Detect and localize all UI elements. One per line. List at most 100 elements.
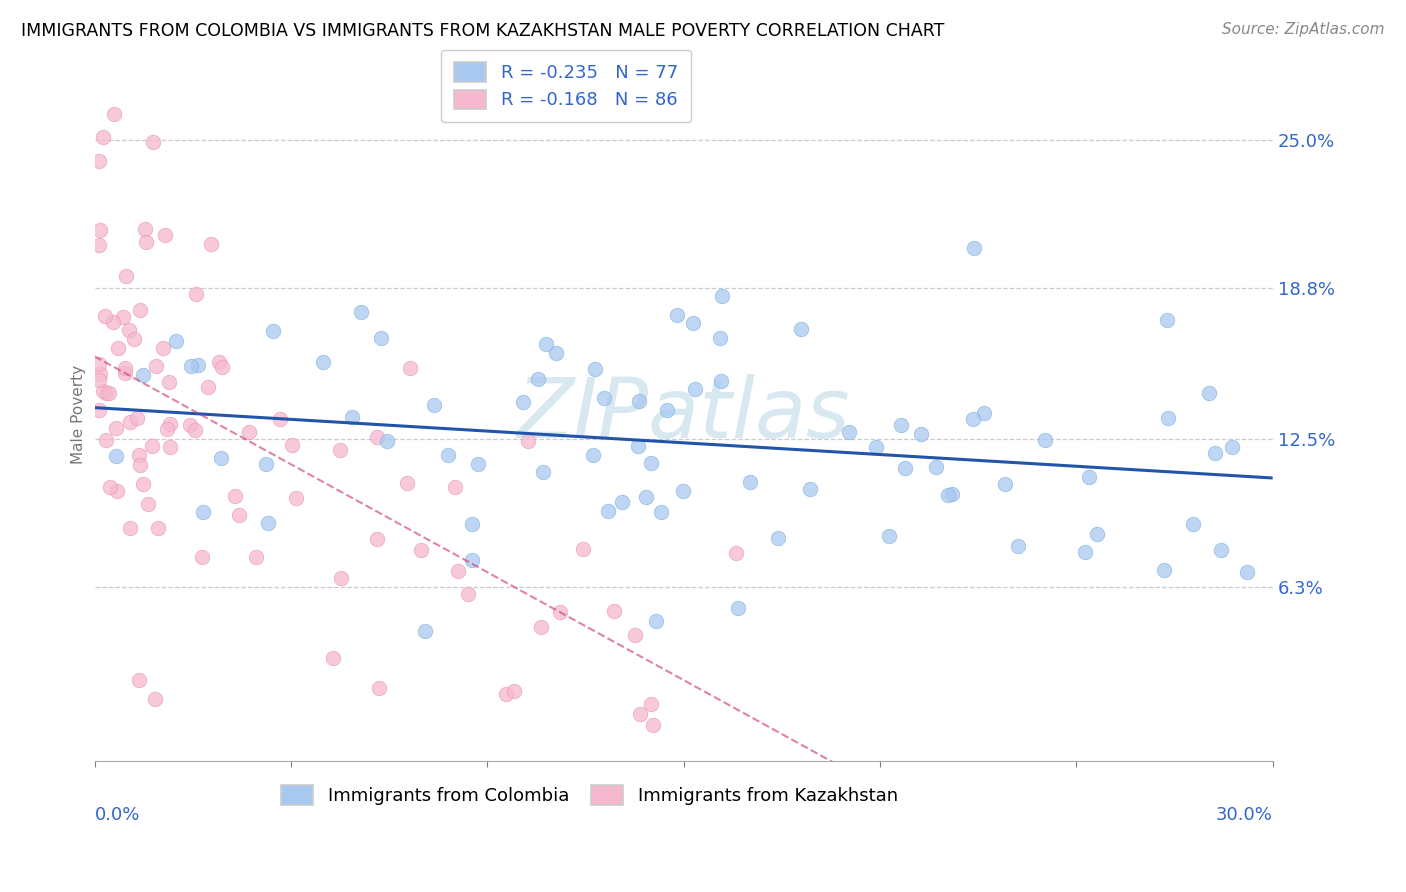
Point	[91, 384, 114, 398]
Point	[583, 361, 606, 376]
Point	[135, 235, 157, 250]
Point	[799, 482, 821, 496]
Point	[544, 346, 567, 360]
Point	[503, 683, 526, 698]
Point	[672, 483, 695, 498]
Point	[141, 439, 163, 453]
Point	[1085, 527, 1108, 541]
Point	[531, 465, 554, 479]
Point	[129, 458, 152, 472]
Point	[627, 393, 650, 408]
Point	[610, 495, 633, 509]
Point	[197, 379, 219, 393]
Point	[603, 604, 626, 618]
Point	[366, 532, 388, 546]
Point	[132, 368, 155, 383]
Point	[312, 355, 335, 369]
Point	[125, 411, 148, 425]
Point	[184, 287, 207, 301]
Point	[101, 315, 124, 329]
Point	[120, 415, 142, 429]
Point	[1204, 446, 1226, 460]
Point	[322, 650, 344, 665]
Point	[97, 385, 120, 400]
Point	[1209, 543, 1232, 558]
Point	[865, 441, 887, 455]
Point	[1220, 440, 1243, 454]
Point	[329, 442, 352, 457]
Point	[142, 135, 165, 149]
Point	[727, 601, 749, 615]
Point	[598, 503, 620, 517]
Point	[447, 564, 470, 578]
Point	[179, 418, 201, 433]
Point	[129, 303, 152, 318]
Point	[370, 331, 392, 345]
Point	[738, 475, 761, 490]
Point	[89, 223, 111, 237]
Point	[211, 359, 233, 374]
Point	[444, 480, 467, 494]
Point	[128, 673, 150, 687]
Text: 0.0%: 0.0%	[94, 805, 141, 824]
Text: IMMIGRANTS FROM COLOMBIA VS IMMIGRANTS FROM KAZAKHSTAN MALE POVERTY CORRELATION : IMMIGRANTS FROM COLOMBIA VS IMMIGRANTS F…	[21, 22, 945, 40]
Point	[152, 341, 174, 355]
Point	[877, 528, 900, 542]
Point	[245, 550, 267, 565]
Point	[423, 398, 446, 412]
Point	[666, 308, 689, 322]
Point	[941, 486, 963, 500]
Point	[257, 516, 280, 530]
Point	[87, 237, 110, 252]
Point	[910, 427, 932, 442]
Point	[534, 337, 557, 351]
Point	[461, 553, 484, 567]
Point	[682, 316, 704, 330]
Point	[634, 490, 657, 504]
Point	[87, 373, 110, 387]
Point	[399, 361, 422, 376]
Point	[96, 385, 118, 400]
Point	[973, 406, 995, 420]
Point	[1157, 411, 1180, 425]
Point	[1236, 565, 1258, 579]
Y-axis label: Male Poverty: Male Poverty	[72, 365, 86, 464]
Legend: Immigrants from Colombia, Immigrants from Kazakhstan: Immigrants from Colombia, Immigrants fro…	[271, 776, 907, 814]
Point	[640, 456, 662, 470]
Point	[527, 371, 550, 385]
Point	[94, 434, 117, 448]
Point	[284, 491, 307, 506]
Point	[114, 366, 136, 380]
Point	[107, 341, 129, 355]
Point	[395, 475, 418, 490]
Point	[184, 423, 207, 437]
Point	[962, 412, 984, 426]
Point	[224, 489, 246, 503]
Point	[1156, 312, 1178, 326]
Text: Source: ZipAtlas.com: Source: ZipAtlas.com	[1222, 22, 1385, 37]
Point	[134, 222, 156, 236]
Text: 30.0%: 30.0%	[1216, 805, 1272, 824]
Point	[104, 421, 127, 435]
Point	[437, 449, 460, 463]
Point	[548, 605, 571, 619]
Point	[209, 450, 232, 465]
Point	[145, 359, 167, 373]
Point	[114, 360, 136, 375]
Point	[645, 614, 668, 628]
Point	[368, 681, 391, 695]
Point	[254, 457, 277, 471]
Point	[592, 391, 614, 405]
Point	[936, 488, 959, 502]
Point	[894, 461, 917, 475]
Point	[657, 403, 679, 417]
Point	[118, 323, 141, 337]
Point	[146, 521, 169, 535]
Point	[105, 483, 128, 498]
Point	[156, 422, 179, 436]
Point	[159, 417, 181, 431]
Point	[375, 434, 398, 449]
Point	[962, 241, 984, 255]
Point	[1078, 470, 1101, 484]
Text: ZIPatlas: ZIPatlas	[517, 374, 851, 455]
